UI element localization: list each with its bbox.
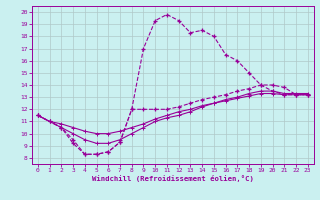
X-axis label: Windchill (Refroidissement éolien,°C): Windchill (Refroidissement éolien,°C): [92, 175, 254, 182]
